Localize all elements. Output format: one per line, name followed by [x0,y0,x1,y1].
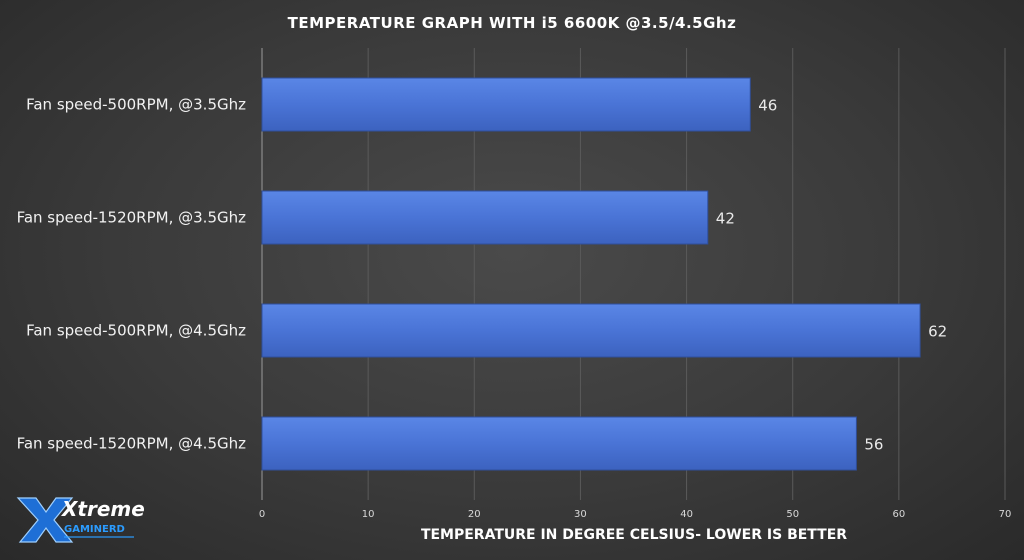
x-tick-label: 60 [892,509,905,520]
chart-title: TEMPERATURE GRAPH WITH i5 6600K @3.5/4.5… [288,14,737,32]
x-tick-label: 70 [999,509,1012,520]
bar [261,77,751,132]
category-label: Fan speed-500RPM, @3.5Ghz [26,96,246,114]
value-label: 46 [758,97,777,115]
x-tick-label: 40 [680,509,693,520]
x-tick-labels: 0 10 20 30 40 50 60 70 [259,509,1012,520]
value-label: 56 [864,436,883,454]
logo-main-text: Xtreme [60,497,144,521]
x-axis-label: TEMPERATURE IN DEGREE CELSIUS- LOWER IS … [421,527,847,543]
category-label: Fan speed-500RPM, @4.5Ghz [26,322,246,340]
category-label: Fan speed-1520RPM, @3.5Ghz [17,209,247,227]
bar [261,303,921,358]
x-tick-label: 50 [786,509,799,520]
x-tick-label: 20 [468,509,481,520]
bars [261,77,921,471]
x-tick-label: 10 [362,509,375,520]
value-label: 62 [928,323,947,341]
category-labels: Fan speed-500RPM, @3.5Ghz Fan speed-1520R… [17,96,247,453]
value-labels: 46 42 62 56 [716,97,947,454]
logo-sub-text: GAMINERD [64,524,125,535]
bar [261,190,709,245]
x-tick-label: 0 [259,509,265,520]
value-label: 42 [716,210,735,228]
x-tick-label: 30 [574,509,587,520]
category-label: Fan speed-1520RPM, @4.5Ghz [17,435,247,453]
xtreme-gaminerd-logo: Xtreme GAMINERD [16,497,144,543]
bar [261,416,857,471]
